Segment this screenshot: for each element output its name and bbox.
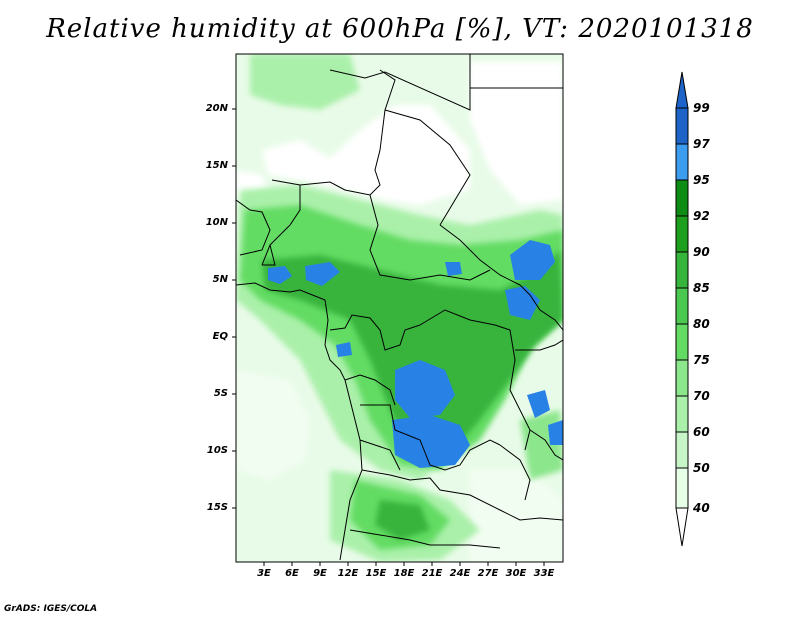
lat-label-5n: 5N [212, 274, 228, 285]
colorbar-label-95: 95 [693, 173, 710, 187]
colorbar-label-75: 75 [693, 353, 710, 367]
lon-label-12e: 12E [337, 568, 359, 579]
colorbar [675, 71, 689, 547]
colorbar-label-80: 80 [693, 317, 710, 331]
colorbar-box-50-60 [675, 431, 689, 469]
colorbar-top-arrow [675, 71, 689, 109]
colorbar-box-75-80 [675, 323, 689, 361]
colorbar-label-70: 70 [693, 389, 710, 403]
map-frame [235, 53, 564, 563]
lon-label-21e: 21E [421, 568, 443, 579]
colorbar-box-95-97 [675, 143, 689, 181]
country-borders [236, 54, 563, 561]
colorbar-label-40: 40 [693, 501, 710, 515]
colorbar-box-80-85 [675, 287, 689, 325]
lat-label-10n: 10N [205, 217, 228, 228]
humidity-field [236, 54, 563, 562]
lon-label-30e: 30E [505, 568, 527, 579]
colorbar-box-92-95 [675, 179, 689, 217]
lon-label-9e: 9E [313, 568, 327, 579]
colorbar-label-85: 85 [693, 281, 710, 295]
lon-label-18e: 18E [393, 568, 415, 579]
map-title: Relative humidity at 600hPa [%], VT: 202… [46, 14, 754, 44]
colorbar-box-90-92 [675, 215, 689, 253]
lon-label-3e: 3E [257, 568, 271, 579]
colorbar-box-85-90 [675, 251, 689, 289]
axis-ticks [232, 108, 545, 566]
colorbar-box-70-75 [675, 359, 689, 397]
lat-label-5s: 5S [213, 388, 228, 399]
lat-label-15s: 15S [206, 502, 228, 513]
colorbar-label-60: 60 [693, 425, 710, 439]
lat-label-eq: EQ [212, 331, 228, 342]
lon-label-24e: 24E [449, 568, 471, 579]
lat-label-20n: 20N [205, 103, 228, 114]
colorbar-box-60-70 [675, 395, 689, 433]
colorbar-box-97-99 [675, 107, 689, 145]
colorbar-label-50: 50 [693, 461, 710, 475]
grads-credit: GrADS: IGES/COLA [4, 604, 98, 614]
lon-label-15e: 15E [365, 568, 387, 579]
colorbar-label-99: 99 [693, 101, 710, 115]
colorbar-label-97: 97 [693, 137, 710, 151]
lon-label-6e: 6E [285, 568, 299, 579]
lat-label-15n: 15N [205, 160, 228, 171]
colorbar-label-92: 92 [693, 209, 710, 223]
colorbar-label-90: 90 [693, 245, 710, 259]
lon-label-33e: 33E [533, 568, 555, 579]
lon-label-27e: 27E [477, 568, 499, 579]
lat-label-10s: 10S [206, 445, 228, 456]
colorbar-bottom-arrow [675, 507, 689, 547]
colorbar-box-40-50 [675, 467, 689, 509]
